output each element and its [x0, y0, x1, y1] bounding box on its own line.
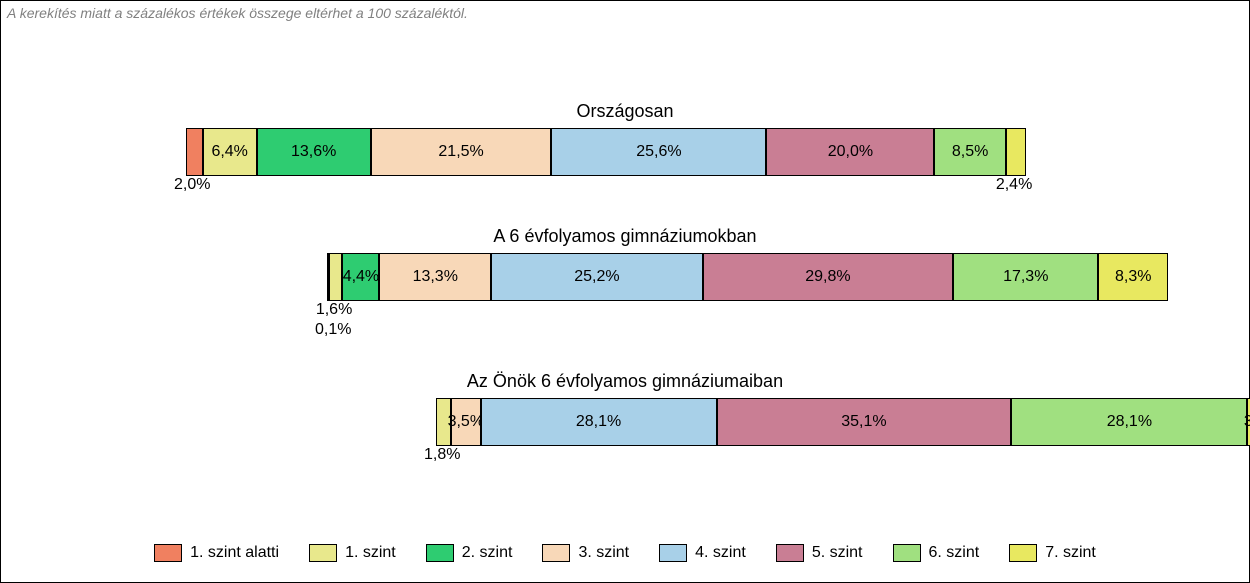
- segment: 21,5%: [371, 128, 552, 176]
- segment-label-below: 0,1%: [315, 321, 351, 339]
- legend-item: 6. szint: [893, 544, 980, 562]
- chart-area: Országosan6,4%13,6%21,5%25,6%20,0%8,5%2,…: [1, 101, 1249, 496]
- segment: 8,5%: [934, 128, 1005, 176]
- stacked-bar: 6,4%13,6%21,5%25,6%20,0%8,5%: [186, 128, 1026, 176]
- legend-item: 1. szint: [309, 544, 396, 562]
- chart-row: A 6 évfolyamos gimnáziumokban 4,4%13,3%25…: [1, 226, 1249, 341]
- chart-row: Országosan6,4%13,6%21,5%25,6%20,0%8,5%2,…: [1, 101, 1249, 196]
- bar-wrap: 6,4%13,6%21,5%25,6%20,0%8,5%: [1, 128, 1249, 176]
- segment-label-below: 2,0%: [174, 176, 210, 194]
- legend-label: 4. szint: [695, 544, 746, 562]
- legend-label: 6. szint: [929, 544, 980, 562]
- legend-item: 2. szint: [426, 544, 513, 562]
- below-labels: 2,0% 2,4%: [1, 176, 1249, 196]
- segment: 35,1%: [717, 398, 1012, 446]
- chart-frame: A kerekítés miatt a százalékos értékek ö…: [0, 0, 1250, 583]
- segment: 25,6%: [551, 128, 766, 176]
- legend-label: 1. szint: [345, 544, 396, 562]
- below-labels: 1,8%: [1, 446, 1249, 466]
- below-labels-2: 0,1%: [1, 321, 1249, 341]
- legend-label: 1. szint alatti: [190, 544, 279, 562]
- legend-item: 7. szint: [1009, 544, 1096, 562]
- legend-label: 5. szint: [812, 544, 863, 562]
- segment: 29,8%: [703, 253, 953, 301]
- row-title: A 6 évfolyamos gimnáziumokban: [1, 226, 1249, 247]
- legend-item: 3. szint: [542, 544, 629, 562]
- legend-label: 7. szint: [1045, 544, 1096, 562]
- legend-swatch: [659, 544, 687, 562]
- legend-item: 4. szint: [659, 544, 746, 562]
- segment: 13,3%: [379, 253, 491, 301]
- segment: 28,1%: [1011, 398, 1247, 446]
- row-title: Országosan: [1, 101, 1249, 122]
- bar-wrap: 4,4%13,3%25,2%29,8%17,3%8,3%: [1, 253, 1249, 301]
- segment: [186, 128, 203, 176]
- segment-label-below: 1,8%: [424, 446, 460, 464]
- legend-item: 1. szint alatti: [154, 544, 279, 562]
- stacked-bar: 3,5%28,1%35,1%28,1%3,5%: [436, 398, 1250, 446]
- below-labels: 1,6%: [1, 301, 1249, 321]
- segment: 20,0%: [766, 128, 934, 176]
- segment: 3,5%: [451, 398, 480, 446]
- legend-swatch: [776, 544, 804, 562]
- segment: 17,3%: [953, 253, 1098, 301]
- legend-item: 5. szint: [776, 544, 863, 562]
- legend: 1. szint alatti 1. szint 2. szint 3. szint 4…: [1, 544, 1249, 562]
- stacked-bar: 4,4%13,3%25,2%29,8%17,3%8,3%: [327, 253, 1168, 301]
- rounding-note: A kerekítés miatt a százalékos értékek ö…: [7, 5, 468, 21]
- segment-label-below: 2,4%: [996, 176, 1032, 194]
- segment: 25,2%: [491, 253, 703, 301]
- row-title: Az Önök 6 évfolyamos gimnáziumaiban: [1, 371, 1249, 392]
- segment: 8,3%: [1098, 253, 1168, 301]
- legend-label: 2. szint: [462, 544, 513, 562]
- segment: 13,6%: [257, 128, 371, 176]
- segment: 6,4%: [203, 128, 257, 176]
- chart-row: Az Önök 6 évfolyamos gimnáziumaiban3,5%2…: [1, 371, 1249, 466]
- segment: [1006, 128, 1026, 176]
- legend-swatch: [542, 544, 570, 562]
- segment: 4,4%: [342, 253, 379, 301]
- legend-swatch: [1009, 544, 1037, 562]
- segment: [329, 253, 342, 301]
- legend-swatch: [426, 544, 454, 562]
- segment: 28,1%: [481, 398, 717, 446]
- legend-swatch: [893, 544, 921, 562]
- segment-label-below: 1,6%: [316, 301, 352, 319]
- legend-label: 3. szint: [578, 544, 629, 562]
- bar-wrap: 3,5%28,1%35,1%28,1%3,5%: [1, 398, 1249, 446]
- legend-swatch: [309, 544, 337, 562]
- legend-swatch: [154, 544, 182, 562]
